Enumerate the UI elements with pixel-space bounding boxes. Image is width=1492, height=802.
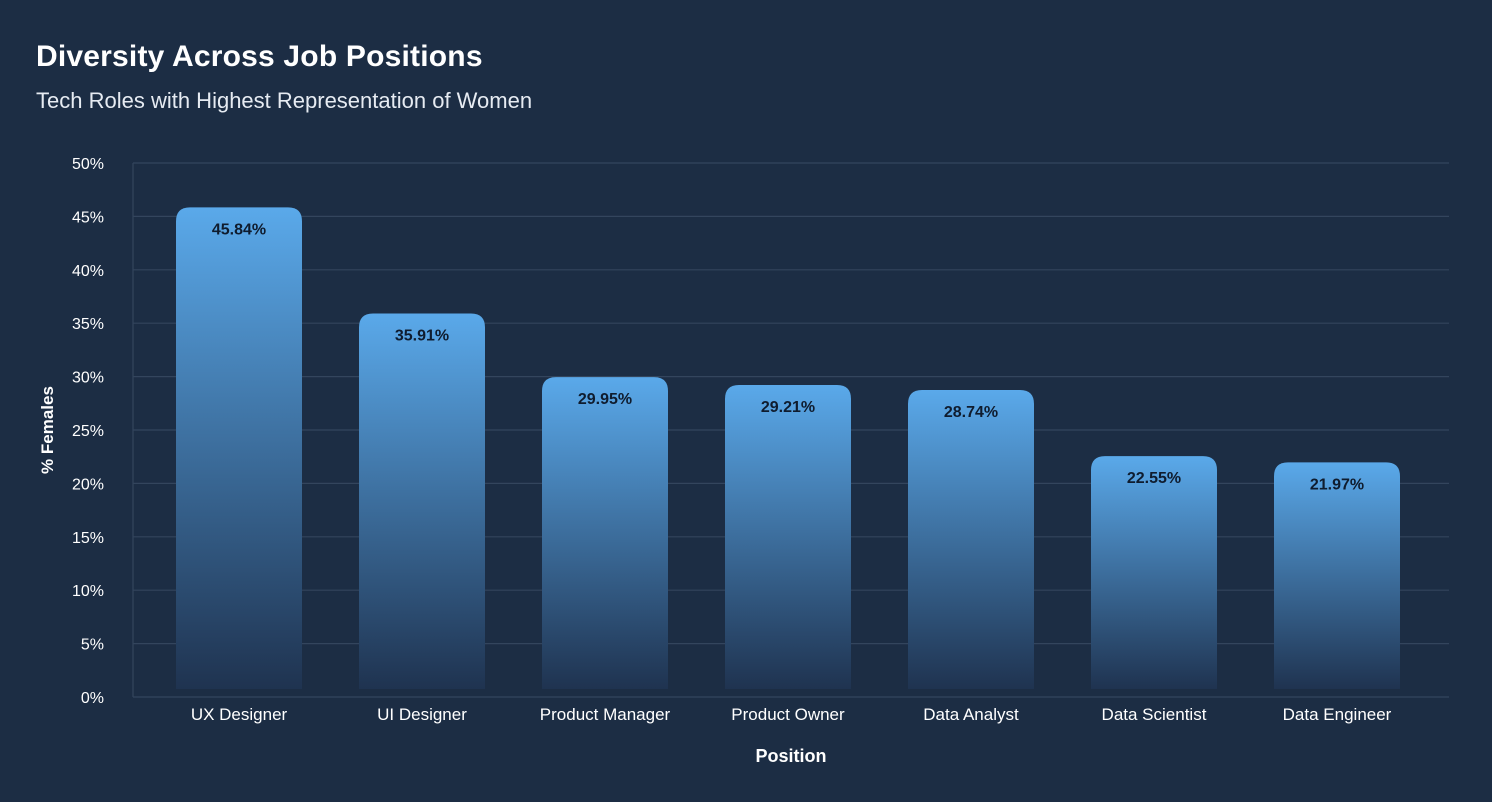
y-tick-label: 35%: [72, 316, 104, 333]
bar: [908, 390, 1034, 689]
x-tick-label: Data Scientist: [1102, 705, 1207, 724]
x-axis-title: Position: [756, 746, 827, 766]
x-tick-label: Product Manager: [540, 705, 671, 724]
y-tick-label: 5%: [81, 637, 104, 654]
x-axis-ticks: UX Designer UI Designer Product Manager Pro…: [191, 705, 1392, 724]
bar: [542, 377, 668, 689]
data-label: 45.84%: [212, 221, 266, 238]
y-tick-label: 0%: [81, 690, 104, 707]
x-tick-label: Data Engineer: [1283, 705, 1392, 724]
y-tick-label: 10%: [72, 583, 104, 600]
x-tick-label: Product Owner: [731, 705, 845, 724]
data-labels: 45.84% 35.91% 29.95% 29.21% 28.74% 22.55% 21.9…: [212, 221, 1364, 493]
bar: [1091, 456, 1217, 689]
y-tick-label: 15%: [72, 530, 104, 547]
x-tick-label: UX Designer: [191, 705, 288, 724]
bar: [176, 207, 302, 689]
y-tick-label: 25%: [72, 423, 104, 440]
data-label: 35.91%: [395, 327, 449, 344]
y-axis-title: % Females: [38, 386, 57, 474]
data-label: 21.97%: [1310, 476, 1364, 493]
y-tick-label: 30%: [72, 370, 104, 387]
bar: [359, 313, 485, 689]
y-tick-label: 50%: [72, 156, 104, 173]
data-label: 29.21%: [761, 399, 815, 416]
y-tick-label: 45%: [72, 209, 104, 226]
bars: [176, 207, 1400, 689]
bar: [1274, 462, 1400, 689]
data-label: 28.74%: [944, 404, 998, 421]
x-tick-label: UI Designer: [377, 705, 467, 724]
data-label: 29.95%: [578, 391, 632, 408]
y-tick-label: 20%: [72, 476, 104, 493]
gridlines: [132, 162, 1449, 698]
chart-title: Diversity Across Job Positions: [36, 40, 483, 73]
y-axis-ticks: 0% 5% 10% 15% 20% 25% 30% 35% 40% 45% 50%: [72, 156, 104, 707]
bar: [725, 385, 851, 689]
x-tick-label: Data Analyst: [923, 705, 1019, 724]
chart-subtitle: Tech Roles with Highest Representation o…: [36, 88, 533, 113]
y-tick-label: 40%: [72, 263, 104, 280]
data-label: 22.55%: [1127, 470, 1181, 487]
